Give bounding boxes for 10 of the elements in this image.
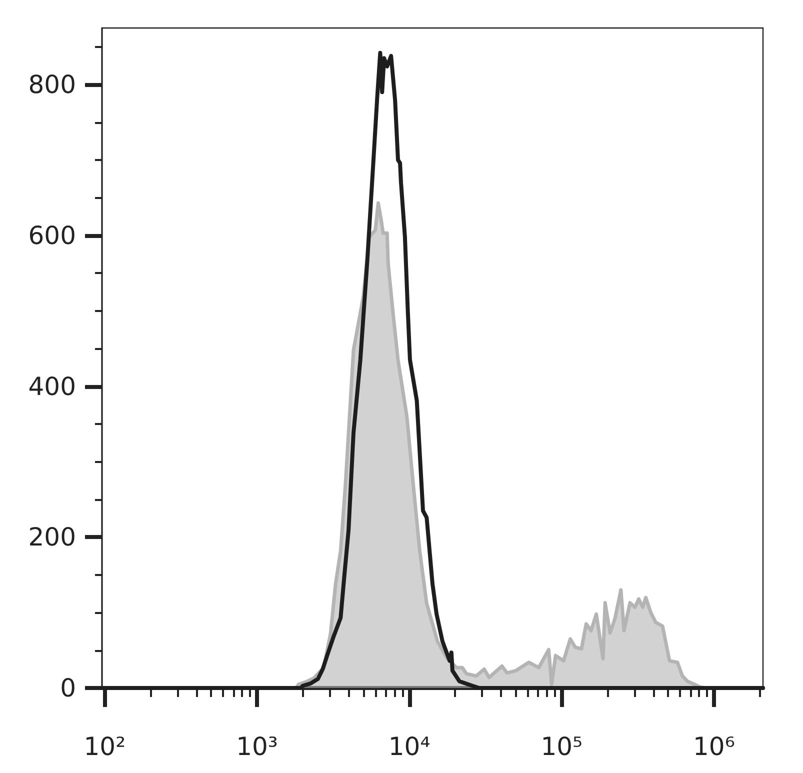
x-tick-label: 10³ xyxy=(236,732,278,761)
x-tick-label: 10⁶ xyxy=(693,732,735,761)
y-tick-label: 200 xyxy=(28,522,76,552)
x-tick-label: 10² xyxy=(84,732,126,761)
y-tick-label: 600 xyxy=(28,220,76,250)
y-tick-label: 400 xyxy=(28,372,76,401)
x-tick-label: 10⁴ xyxy=(388,732,430,761)
x-tick-label: 10⁵ xyxy=(540,732,583,761)
y-tick-label: 0 xyxy=(60,674,76,702)
y-tick-label: 800 xyxy=(28,70,76,100)
